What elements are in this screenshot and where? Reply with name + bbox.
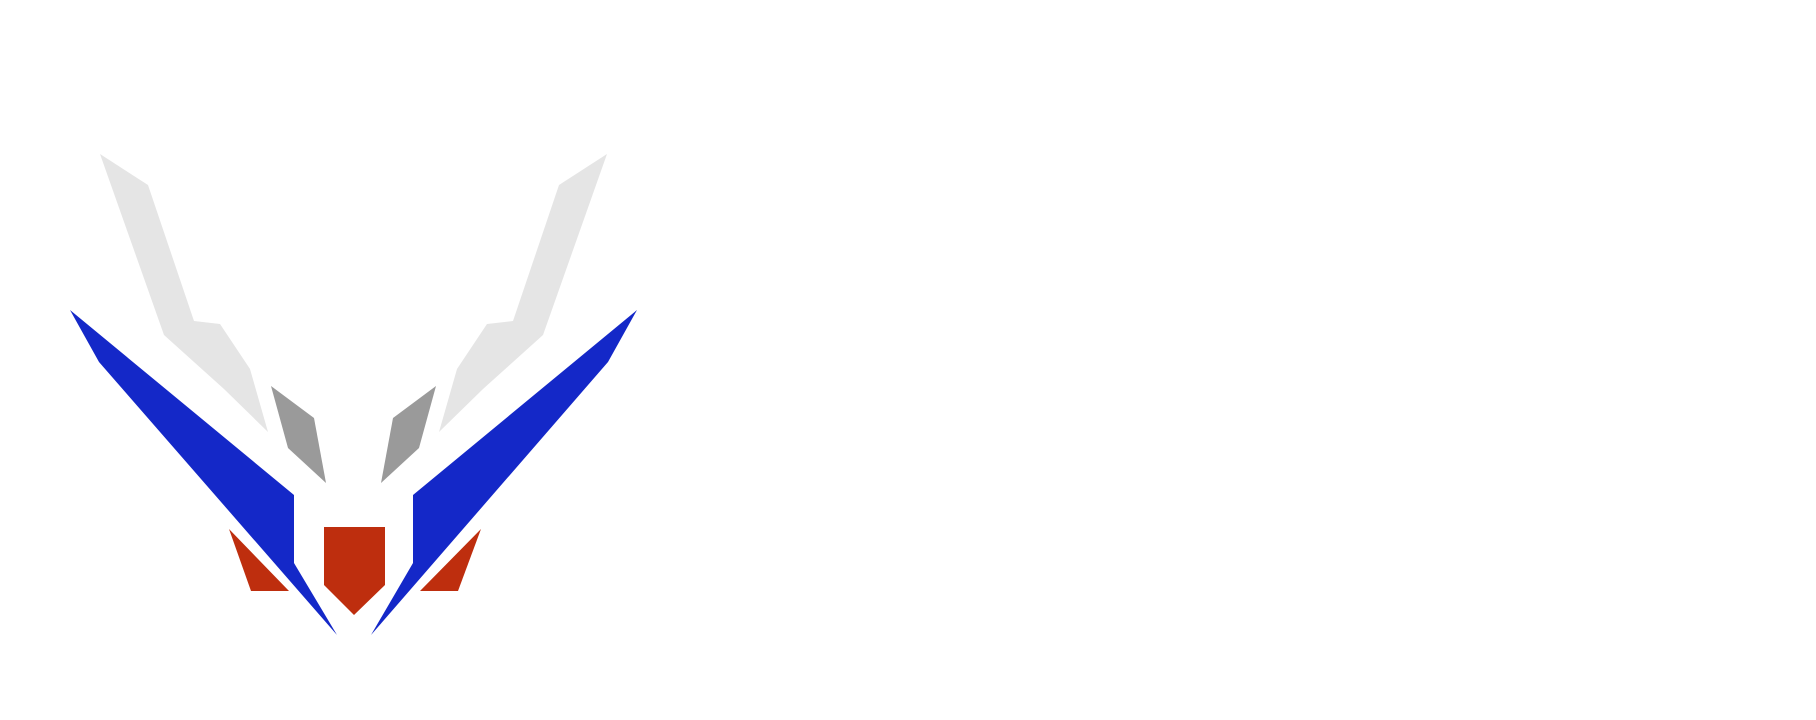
right-blue-wing bbox=[371, 310, 637, 635]
right-red-accent bbox=[420, 529, 481, 591]
right-upper-wing bbox=[439, 154, 607, 432]
center-red-shield bbox=[324, 527, 385, 615]
left-red-accent bbox=[229, 529, 289, 591]
left-blue-wing bbox=[70, 310, 337, 635]
left-inner-feather bbox=[271, 386, 326, 483]
left-upper-wing bbox=[100, 154, 268, 432]
right-inner-feather bbox=[381, 386, 436, 483]
